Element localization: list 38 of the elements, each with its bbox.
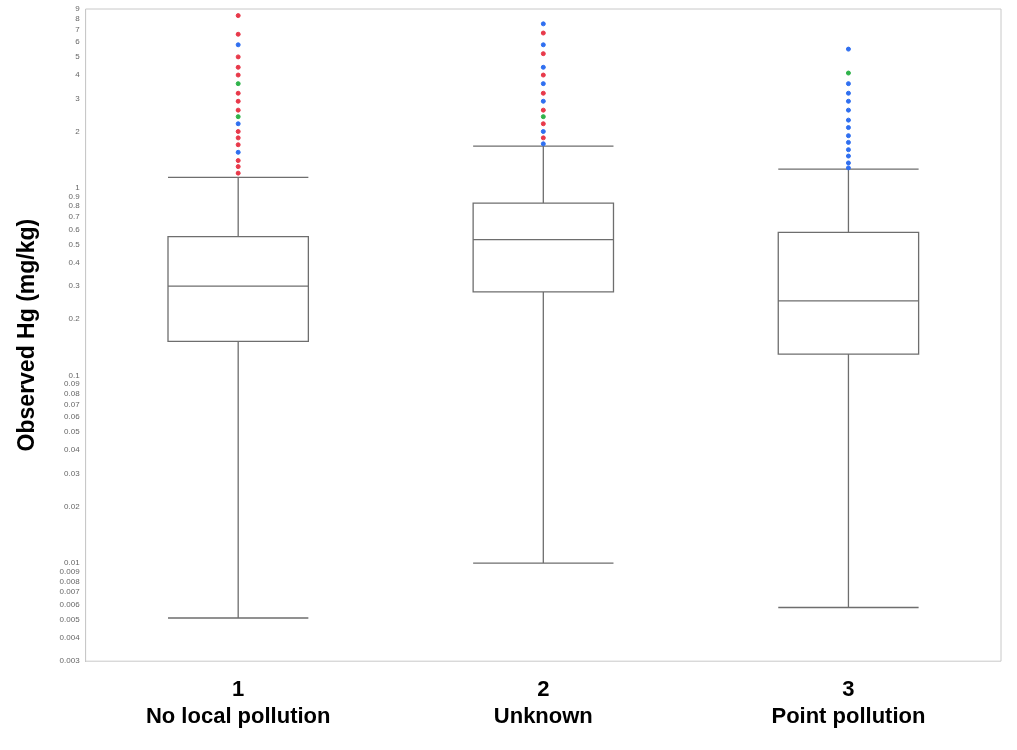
- y-tick-label: 0.08: [64, 388, 81, 398]
- y-tick-label: 0.9: [68, 191, 81, 201]
- y-tick-label: 0.03: [64, 468, 81, 478]
- y-tick-label: 0.02: [64, 501, 81, 511]
- y-tick-label: 0.07: [64, 399, 81, 409]
- y-tick-label: 0.1: [68, 370, 81, 380]
- y-tick-label: 6: [75, 37, 81, 47]
- y-tick-label: 0.05: [64, 427, 81, 437]
- y-tick-label: 1: [75, 183, 81, 193]
- x-tick-label: 2 Unknown: [493, 676, 593, 728]
- x-tick-label: 1 No local pollution: [145, 676, 331, 728]
- y-tick-label: 5: [75, 52, 81, 62]
- y-tick-label: 0.008: [59, 576, 81, 586]
- y-tick-label: 8: [75, 13, 81, 23]
- x-tick-label: 3 Point pollution: [771, 676, 926, 728]
- y-tick-label: 0.004: [59, 632, 81, 642]
- y-tick-label: 0.2: [68, 314, 81, 324]
- y-tick-label: 0.006: [59, 599, 81, 609]
- y-tick-label: 0.06: [64, 412, 81, 422]
- y-tick-label: 0.003: [59, 656, 81, 666]
- y-tick-label: 0.04: [64, 445, 81, 455]
- y-tick-label: 0.005: [59, 614, 81, 624]
- y-tick-label: 0.3: [68, 281, 81, 291]
- y-tick-label: 0.8: [68, 201, 81, 211]
- y-tick-label: 0.09: [64, 379, 81, 389]
- y-tick-label: 2: [75, 126, 81, 136]
- y-tick-label: 7: [75, 24, 81, 34]
- y-tick-label: 9: [75, 4, 81, 14]
- y-tick-label: 0.5: [68, 239, 81, 249]
- y-tick-label: 0.009: [59, 566, 81, 576]
- y-tick-label: 0.01: [64, 558, 81, 568]
- y-tick-label: 4: [75, 70, 81, 80]
- y-tick-label: 0.6: [68, 224, 81, 234]
- y-tick-label: 0.007: [59, 587, 81, 597]
- y-tick-label: 0.7: [68, 212, 81, 222]
- y-tick-label: 0.4: [68, 257, 81, 267]
- y-tick-label: 3: [75, 93, 81, 103]
- y-axis-title: Observed Hg (mg/kg): [13, 218, 40, 452]
